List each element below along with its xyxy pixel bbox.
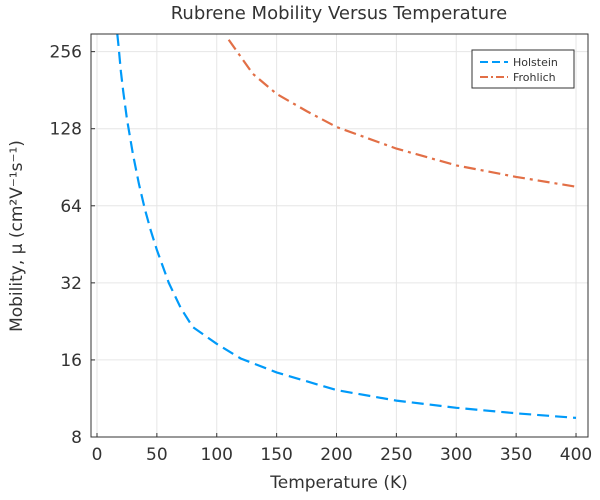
- y-tick-label: 8: [71, 428, 82, 448]
- x-tick-label: 250: [380, 445, 412, 465]
- y-tick-label: 64: [60, 197, 82, 217]
- x-tick-label: 200: [320, 445, 352, 465]
- series-layer: [116, 33, 577, 419]
- x-tick-label: 0: [92, 445, 103, 465]
- grid: [91, 34, 588, 438]
- legend-box: [471, 49, 575, 89]
- tick-labels: 0 50 100 150 200 250 300 350 400 8 16 32 64 128 256: [50, 43, 593, 465]
- x-tick-label: 350: [500, 445, 532, 465]
- y-axis-label: Mobility, μ (cm²V⁻¹s⁻¹): [7, 140, 27, 332]
- legend: Holstein Frohlich: [471, 49, 575, 89]
- series-line-frohlich: [227, 39, 577, 188]
- series-line-holstein: [116, 33, 577, 419]
- plot-frame: [90, 33, 589, 438]
- y-tick-label: 16: [60, 351, 82, 371]
- y-tick-label: 32: [60, 274, 82, 294]
- x-tick-label: 100: [201, 445, 233, 465]
- legend-label-holstein: Holstein: [513, 56, 558, 69]
- x-tick-label: 50: [146, 445, 168, 465]
- x-tick-label: 150: [260, 445, 292, 465]
- x-tick-label: 300: [440, 445, 472, 465]
- legend-label-frohlich: Frohlich: [513, 71, 556, 84]
- x-tick-label: 400: [560, 445, 592, 465]
- chart-title: Rubrene Mobility Versus Temperature: [171, 3, 508, 24]
- y-tick-label: 256: [50, 43, 82, 63]
- x-axis-label: Temperature (K): [269, 473, 408, 493]
- y-tick-label: 128: [50, 120, 82, 140]
